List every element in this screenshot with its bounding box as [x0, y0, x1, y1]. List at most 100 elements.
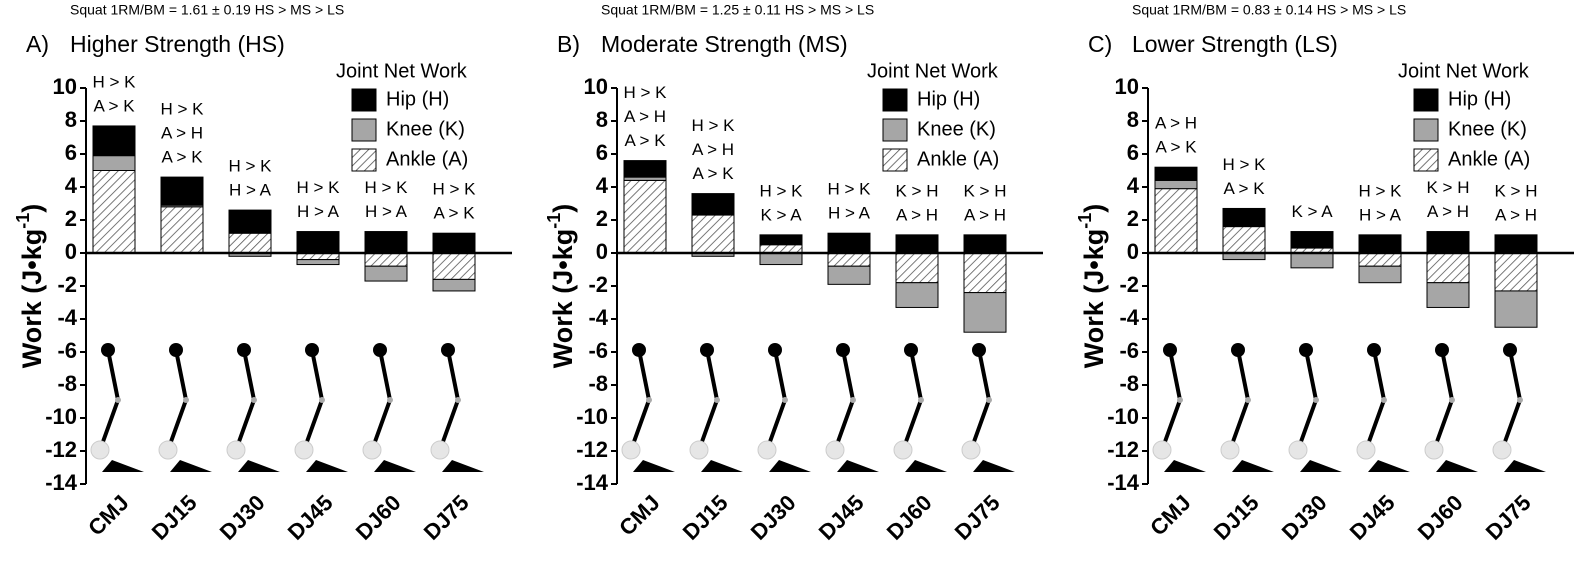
chart-subtitle: Squat 1RM/BM = 0.83 ± 0.14 HS > MS > LS [1132, 2, 1406, 18]
y-tick-label: -8 [1119, 371, 1139, 396]
y-tick-label: -12 [576, 437, 608, 462]
y-tick-label: 4 [65, 173, 78, 198]
legend-swatch [351, 118, 377, 142]
bar-segment [895, 252, 939, 284]
figure-joint [646, 397, 652, 403]
x-tick-label: DJ45 [1345, 490, 1400, 545]
figure-foot [1232, 460, 1274, 472]
annotation: A > K [692, 164, 734, 183]
y-tick-label: -2 [57, 272, 77, 297]
y-tick-label: -12 [1107, 437, 1139, 462]
figure-joint [782, 397, 788, 403]
legend-swatch [1413, 88, 1439, 112]
legend-title: Joint Net Work [336, 60, 468, 82]
x-tick-label: CMJ [614, 490, 665, 541]
legend-swatch [882, 88, 908, 112]
figure-foot [701, 460, 743, 472]
x-tick-label: DJ30 [215, 490, 270, 545]
x-tick-label: CMJ [83, 490, 134, 541]
annotation: H > K [433, 180, 477, 199]
figure-foot [306, 460, 348, 472]
legend-swatch [351, 88, 377, 112]
bar-segment [827, 265, 871, 285]
y-tick-label: -10 [45, 404, 77, 429]
annotation: A > K [93, 96, 135, 115]
y-tick-label: 8 [65, 107, 77, 132]
y-tick-label: 2 [65, 206, 77, 231]
bar-segment [759, 252, 803, 266]
legend-label: Ankle (A) [917, 148, 999, 170]
legend-swatch [882, 118, 908, 142]
annotation: A > H [624, 107, 666, 126]
y-tick-label: 2 [596, 206, 608, 231]
bar-segment [364, 231, 408, 254]
y-tick-label: -14 [45, 470, 78, 495]
legend-title: Joint Net Work [1398, 60, 1530, 82]
y-tick-label: 0 [1127, 239, 1139, 264]
panel: B) Moderate Strength (MS) Squat 1RM/BM = 1… [544, 2, 1043, 545]
annotation: H > K [624, 83, 668, 102]
bar-segment [691, 214, 735, 254]
figure-joint [319, 397, 325, 403]
bar-segment [827, 232, 871, 254]
y-tick-label: -4 [588, 305, 608, 330]
figure-joint [986, 397, 992, 403]
x-tick-label: DJ60 [351, 490, 406, 545]
bar-segment [296, 259, 340, 266]
bar-segment [1426, 231, 1470, 254]
figure-joint [757, 440, 777, 460]
x-tick-label: DJ60 [882, 490, 937, 545]
bar-segment [1358, 265, 1402, 284]
figure-joint [893, 440, 913, 460]
figure-foot [374, 460, 416, 472]
figure-joint [961, 440, 981, 460]
x-tick-label: DJ60 [1413, 490, 1468, 545]
annotation: H > K [161, 100, 205, 119]
figure-joint [1220, 440, 1240, 460]
figure-foot [1504, 460, 1546, 472]
x-tick-label: DJ45 [283, 490, 338, 545]
figure-joint [362, 440, 382, 460]
legend-swatch [1413, 148, 1439, 172]
bar-segment [691, 193, 735, 216]
annotation: A > H [161, 124, 203, 143]
bar-segment [1222, 207, 1266, 228]
figure-joint [1449, 397, 1455, 403]
figure-joint [1288, 440, 1308, 460]
panel: A) Higher Strength (HS) Squat 1RM/BM = 1.6… [13, 2, 512, 545]
y-tick-label: -8 [588, 371, 608, 396]
figure-joint [918, 397, 924, 403]
x-tick-label: DJ30 [746, 490, 801, 545]
chart-title: Moderate Strength (MS) [601, 31, 848, 57]
x-tick-label: DJ75 [950, 490, 1005, 545]
figure-foot [1300, 460, 1342, 472]
legend-label: Ankle (A) [386, 148, 468, 170]
figure-joint [1517, 397, 1523, 403]
figure-joint [621, 440, 641, 460]
figure-joint [1245, 397, 1251, 403]
chart-title: Lower Strength (LS) [1132, 31, 1338, 57]
panel: C) Lower Strength (LS) Squat 1RM/BM = 0.83… [1075, 2, 1574, 545]
bar-segment [228, 209, 272, 234]
legend-label: Knee (K) [1448, 118, 1527, 140]
figure-foot [633, 460, 675, 472]
figure-foot [102, 460, 144, 472]
bar-segment [963, 292, 1007, 333]
y-tick-label: -14 [576, 470, 609, 495]
annotation: K > H [1495, 181, 1538, 200]
figure-foot [769, 460, 811, 472]
y-tick-label: 2 [1127, 206, 1139, 231]
x-tick-label: CMJ [1145, 490, 1196, 541]
bar-segment [895, 282, 939, 308]
annotation: H > K [692, 116, 736, 135]
y-tick-label: -4 [1119, 305, 1139, 330]
y-tick-label: -6 [57, 338, 77, 363]
bar-segment [1154, 166, 1198, 181]
figure-foot [1368, 460, 1410, 472]
figure-joint [1381, 397, 1387, 403]
figure-joint [158, 440, 178, 460]
figure-joint [294, 440, 314, 460]
bar-segment [1222, 226, 1266, 254]
figure-joint [850, 397, 856, 403]
